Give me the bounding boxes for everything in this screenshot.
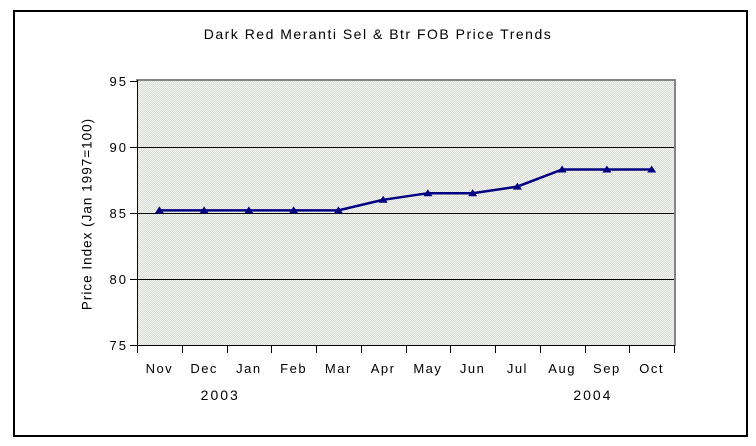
data-point-marker xyxy=(647,165,657,173)
data-point-marker xyxy=(333,206,343,214)
data-point-marker xyxy=(423,189,433,197)
data-point-marker xyxy=(468,189,478,197)
data-point-marker xyxy=(602,165,612,173)
price-index-line xyxy=(159,168,652,212)
data-point-marker xyxy=(289,206,299,214)
data-point-marker xyxy=(557,165,567,173)
chart-title: Dark Red Meranti Sel & Btr FOB Price Tre… xyxy=(203,26,553,42)
data-point-marker xyxy=(378,195,388,203)
data-point-marker xyxy=(154,206,164,214)
data-point-marker xyxy=(512,182,522,190)
data-point-marker xyxy=(244,206,254,214)
data-point-marker xyxy=(199,206,209,214)
